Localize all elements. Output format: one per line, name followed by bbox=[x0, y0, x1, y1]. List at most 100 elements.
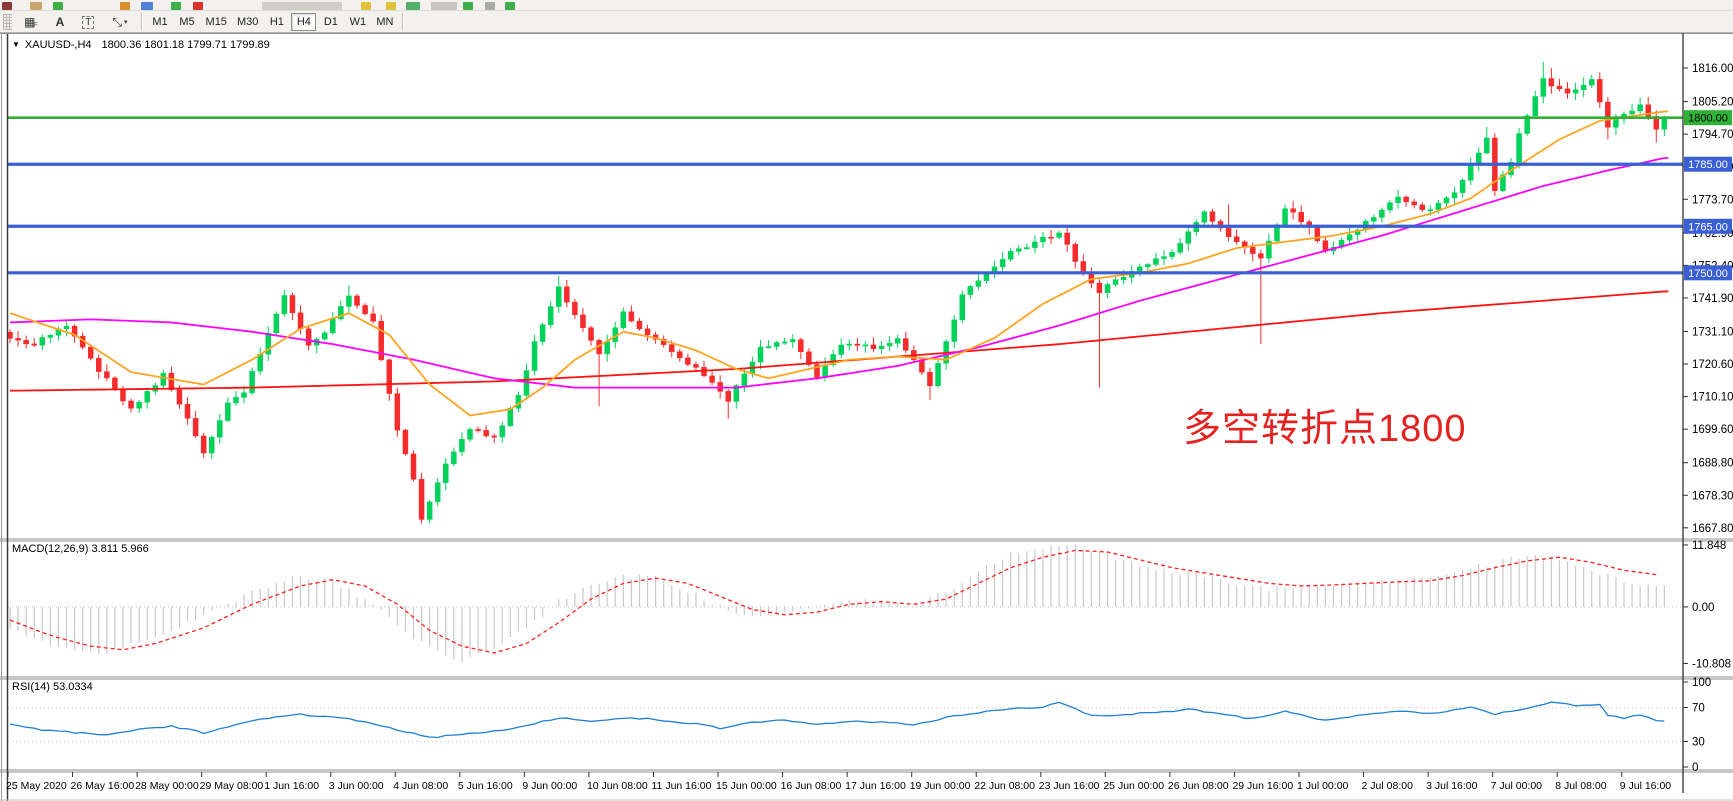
candle-body bbox=[967, 286, 974, 295]
candle-body bbox=[1048, 236, 1054, 239]
price-tick-label: 1710.10 bbox=[1692, 392, 1733, 404]
toolbar-icon-fragment bbox=[485, 2, 495, 10]
candle-body bbox=[39, 337, 46, 346]
candle-body bbox=[330, 318, 336, 334]
candle-body bbox=[265, 332, 271, 355]
candles-layer bbox=[7, 61, 1668, 524]
candle-body bbox=[1266, 240, 1272, 259]
candle-body bbox=[733, 385, 740, 402]
grid-glyph: ▦ bbox=[24, 15, 36, 29]
candle-body bbox=[677, 351, 683, 359]
chart-window[interactable]: 1816.001805.201794.701784.201773.701762.… bbox=[0, 33, 1733, 801]
time-tick-label: 19 Jun 00:00 bbox=[910, 780, 971, 792]
candle-body bbox=[773, 342, 780, 347]
chevron-down-icon: ▾ bbox=[124, 19, 128, 26]
candle-body bbox=[1443, 197, 1450, 204]
candle-body bbox=[951, 319, 957, 342]
candle-body bbox=[1016, 248, 1022, 252]
candle-body bbox=[297, 312, 304, 330]
candle-body bbox=[47, 335, 54, 338]
candle-body bbox=[402, 429, 409, 455]
time-tick-label: 25 May 2020 bbox=[6, 780, 67, 792]
price-level-badge bbox=[1684, 218, 1732, 234]
candle-body bbox=[160, 372, 167, 386]
candle-body bbox=[1225, 227, 1232, 238]
candle-body bbox=[693, 364, 699, 368]
chart-canvas[interactable]: 1816.001805.201794.701784.201773.701762.… bbox=[0, 33, 1733, 801]
candle-body bbox=[1653, 116, 1660, 130]
toolbar-drag-handle[interactable] bbox=[3, 14, 12, 30]
candle-body bbox=[935, 363, 941, 387]
timeframe-button-m30[interactable]: M30 bbox=[233, 13, 262, 31]
candle-body bbox=[1645, 104, 1651, 117]
time-tick-label: 1 Jul 00:00 bbox=[1297, 780, 1349, 792]
candle-body bbox=[31, 343, 37, 346]
timeframe-button-m1[interactable]: M1 bbox=[148, 13, 173, 31]
candle-body bbox=[1580, 84, 1587, 90]
time-tick-label: 29 Jun 16:00 bbox=[1232, 780, 1293, 792]
candle-body bbox=[1379, 209, 1385, 218]
time-tick-label: 5 Jun 16:00 bbox=[458, 780, 513, 792]
chart-text-annotation: 多空转折点1800 bbox=[1183, 408, 1467, 450]
candle-body bbox=[1346, 234, 1353, 241]
text-label-tool-icon[interactable]: A bbox=[49, 13, 72, 32]
time-tick-label: 2 Jul 08:00 bbox=[1362, 780, 1414, 792]
candle-body bbox=[1056, 232, 1062, 238]
candle-body bbox=[539, 324, 546, 342]
candle-body bbox=[1451, 192, 1458, 199]
shapes-tool-icon[interactable]: ⤡ ▾ bbox=[105, 13, 134, 32]
text-box-tool-icon[interactable]: T bbox=[75, 13, 101, 32]
candle-body bbox=[241, 392, 247, 398]
candle-body bbox=[1403, 196, 1409, 203]
macd-tick-label: -10.808 bbox=[1692, 658, 1731, 670]
grid-tool-icon[interactable]: ▦ F bbox=[17, 13, 45, 32]
candle-body bbox=[1435, 202, 1442, 210]
candle-body bbox=[491, 435, 497, 438]
candle-body bbox=[685, 357, 691, 365]
timeframe-button-w1[interactable]: W1 bbox=[345, 13, 370, 31]
candle-body bbox=[1387, 202, 1393, 211]
rsi-pane-layer bbox=[8, 701, 1683, 743]
time-tick-label: 3 Jun 00:00 bbox=[329, 780, 384, 792]
toolbar-icon-fragment bbox=[30, 2, 42, 10]
candle-body bbox=[354, 295, 360, 306]
candle-body bbox=[1564, 88, 1571, 94]
candle-body bbox=[87, 346, 94, 359]
time-tick-label: 4 Jun 08:00 bbox=[393, 780, 448, 792]
candle-body bbox=[814, 364, 820, 378]
candle-body bbox=[959, 294, 966, 321]
candle-body bbox=[709, 375, 715, 383]
timeframe-button-h4[interactable]: H4 bbox=[291, 13, 317, 31]
timeframe-button-h1[interactable]: H1 bbox=[264, 13, 289, 31]
candle-body bbox=[1104, 284, 1111, 293]
price-tick-label: 1688.80 bbox=[1692, 458, 1733, 470]
candle-body bbox=[1484, 137, 1490, 154]
candle-body bbox=[168, 372, 175, 391]
candle-body bbox=[636, 320, 643, 330]
timeframe-button-mn[interactable]: MN bbox=[372, 13, 397, 31]
toolbar-clipped-icon-row bbox=[0, 0, 1733, 11]
grid-glyph-sub: F bbox=[33, 22, 38, 29]
candle-body bbox=[1427, 209, 1434, 212]
price-level-badge bbox=[1684, 265, 1732, 281]
price-tick-label: 1794.70 bbox=[1692, 129, 1733, 141]
time-tick-label: 1 Jun 16:00 bbox=[264, 780, 319, 792]
candle-body bbox=[418, 479, 425, 520]
candle-body bbox=[531, 341, 538, 371]
rsi-tick-label: 30 bbox=[1692, 737, 1705, 749]
candle-body bbox=[338, 306, 344, 320]
timeframe-button-m5[interactable]: M5 bbox=[175, 13, 200, 31]
candle-body bbox=[321, 332, 328, 340]
candle-body bbox=[96, 358, 102, 372]
candle-body bbox=[1395, 196, 1401, 203]
timeframe-button-d1[interactable]: D1 bbox=[318, 13, 343, 31]
candle-body bbox=[475, 429, 481, 431]
candle-body bbox=[886, 342, 893, 347]
candle-body bbox=[257, 353, 263, 372]
candle-body bbox=[434, 482, 441, 503]
timeframe-button-m15[interactable]: M15 bbox=[202, 13, 231, 31]
candle-body bbox=[1072, 244, 1078, 262]
candle-body bbox=[644, 328, 651, 336]
chevron-down-icon[interactable]: ▼ bbox=[12, 40, 20, 49]
candle-body bbox=[1096, 282, 1103, 293]
